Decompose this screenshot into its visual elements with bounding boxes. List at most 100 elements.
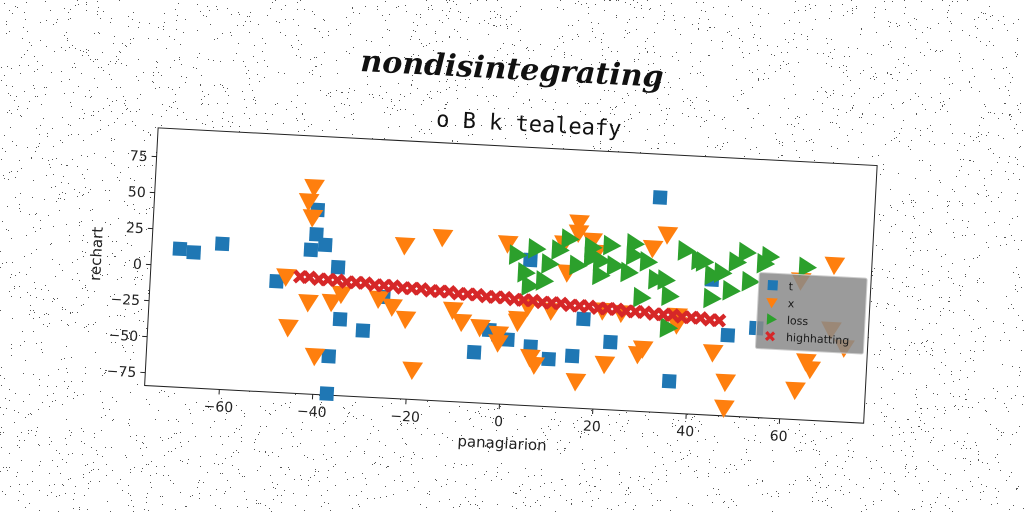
x-tick-label: 20 bbox=[583, 419, 602, 436]
data-point-loss bbox=[620, 261, 639, 283]
data-point-loss bbox=[592, 264, 611, 286]
data-point-highhatting bbox=[712, 313, 727, 328]
data-point-x bbox=[507, 313, 529, 333]
data-point-loss bbox=[569, 254, 588, 276]
data-point-x bbox=[451, 313, 473, 333]
data-point-loss bbox=[527, 237, 547, 259]
data-point-x bbox=[321, 293, 343, 313]
data-point-highhatting bbox=[414, 281, 429, 297]
data-point-loss bbox=[741, 270, 761, 292]
legend-marker-highhatting bbox=[764, 331, 776, 342]
legend-label-x: x bbox=[787, 297, 795, 310]
data-point-x bbox=[642, 239, 664, 259]
data-point-t bbox=[523, 252, 538, 268]
data-point-x bbox=[702, 344, 724, 363]
legend-label-loss: loss bbox=[787, 314, 809, 328]
series-loss bbox=[508, 228, 818, 338]
data-point-highhatting bbox=[525, 293, 541, 308]
data-point-x bbox=[714, 399, 735, 419]
legend-box bbox=[754, 272, 868, 355]
data-point-highhatting bbox=[581, 299, 597, 314]
data-point-t bbox=[269, 273, 284, 289]
legend-label-highhatting: highhatting bbox=[786, 331, 850, 347]
y-tick-label: 50 bbox=[127, 184, 146, 201]
data-point-loss bbox=[592, 250, 612, 271]
y-tick-label: 25 bbox=[126, 220, 145, 237]
data-point-highhatting bbox=[693, 310, 708, 326]
data-point-loss bbox=[633, 286, 652, 308]
data-point-highhatting bbox=[553, 296, 569, 311]
legend-marker-x bbox=[766, 297, 778, 309]
data-point-x bbox=[632, 340, 654, 359]
data-point-x bbox=[442, 301, 464, 321]
data-point-loss bbox=[659, 317, 679, 338]
data-point-highhatting bbox=[330, 272, 345, 288]
data-point-highhatting bbox=[386, 278, 401, 294]
data-point-x bbox=[432, 228, 454, 248]
data-point-loss bbox=[648, 268, 667, 290]
data-point-x bbox=[304, 347, 326, 367]
data-point-t bbox=[186, 245, 202, 260]
data-point-loss bbox=[603, 234, 622, 256]
data-point-loss bbox=[661, 285, 680, 307]
data-point-loss bbox=[551, 239, 570, 260]
data-point-t bbox=[466, 344, 482, 360]
data-point-t bbox=[652, 190, 668, 205]
data-point-x bbox=[569, 214, 590, 233]
series-highhatting bbox=[292, 269, 727, 328]
data-point-highhatting bbox=[497, 290, 513, 305]
data-point-x bbox=[298, 293, 319, 313]
data-point-t bbox=[603, 334, 618, 350]
x-tick-label: −40 bbox=[297, 404, 327, 422]
data-point-loss bbox=[517, 261, 536, 283]
data-point-t bbox=[661, 373, 677, 389]
x-tick-label: −20 bbox=[390, 408, 420, 426]
data-point-loss bbox=[561, 228, 580, 249]
data-point-highhatting bbox=[469, 287, 485, 302]
data-point-x bbox=[657, 226, 679, 245]
data-point-loss bbox=[583, 246, 603, 268]
data-point-loss bbox=[606, 255, 626, 276]
x-tick-label: 0 bbox=[494, 414, 504, 430]
data-point-x bbox=[298, 192, 320, 212]
data-point-loss bbox=[703, 287, 722, 309]
data-point-t bbox=[172, 241, 188, 257]
data-point-highhatting bbox=[609, 302, 624, 317]
data-point-t bbox=[214, 236, 230, 252]
data-point-t bbox=[332, 311, 348, 327]
data-point-t bbox=[355, 323, 371, 338]
data-point-loss bbox=[798, 256, 818, 278]
chart-container: o B k tealeafy −60 −40 −20 0 20 40 60 −75 −50 −2… bbox=[61, 90, 939, 495]
data-point-x bbox=[824, 256, 846, 276]
scatter-chart: o B k tealeafy −60 −40 −20 0 20 40 60 −75−50−2… bbox=[86, 107, 878, 455]
data-point-highhatting bbox=[665, 307, 680, 323]
data-point-highhatting bbox=[358, 275, 373, 291]
data-point-x bbox=[497, 235, 519, 254]
data-point-x bbox=[565, 372, 587, 392]
data-point-x bbox=[715, 373, 737, 393]
y-tick-label: −75 bbox=[106, 364, 136, 382]
data-point-highhatting bbox=[637, 304, 652, 320]
data-point-t bbox=[303, 242, 319, 258]
data-point-x bbox=[278, 318, 299, 338]
y-tick-label: 0 bbox=[133, 257, 143, 273]
data-point-t bbox=[317, 237, 333, 253]
data-point-loss bbox=[761, 245, 781, 267]
data-point-highhatting bbox=[302, 270, 317, 285]
x-tick-label: 60 bbox=[769, 428, 788, 445]
x-axis: −60 −40 −20 0 20 40 60 bbox=[203, 389, 788, 445]
data-point-t bbox=[321, 348, 337, 364]
legend-marker-loss bbox=[766, 313, 777, 325]
data-point-loss bbox=[639, 251, 659, 272]
data-point-loss bbox=[541, 253, 560, 274]
data-point-loss bbox=[677, 240, 697, 261]
data-point-x bbox=[368, 290, 390, 309]
data-point-loss bbox=[728, 251, 748, 273]
data-point-x bbox=[331, 285, 353, 305]
data-point-x bbox=[402, 361, 424, 381]
data-point-loss bbox=[521, 275, 540, 296]
data-point-loss bbox=[738, 241, 757, 263]
data-point-loss bbox=[535, 270, 555, 291]
data-point-x bbox=[524, 356, 546, 375]
data-point-loss bbox=[695, 251, 715, 272]
